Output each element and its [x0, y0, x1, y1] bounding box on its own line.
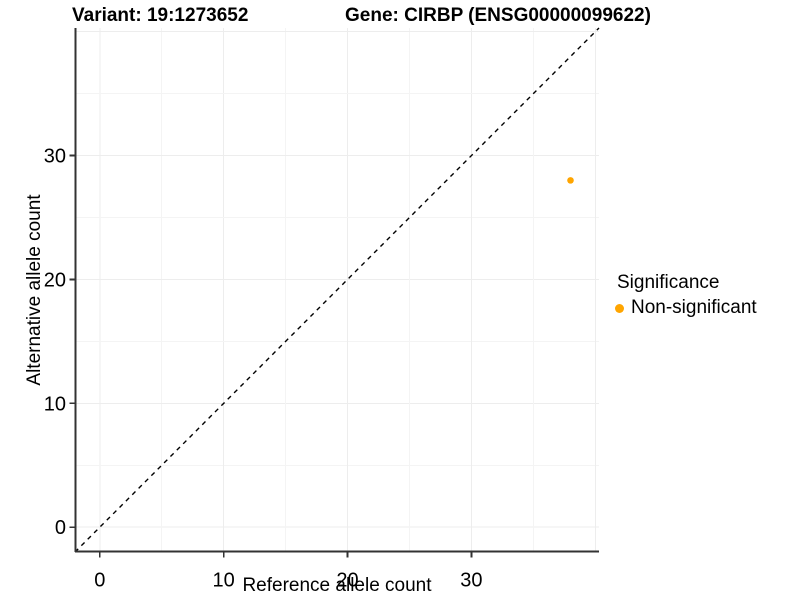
legend-title: Significance: [617, 272, 720, 293]
x-tick-label: 0: [94, 570, 105, 592]
legend-point-icon: [615, 303, 624, 313]
legend-item-label: Non-significant: [631, 297, 757, 318]
y-tick-label: 0: [55, 517, 66, 539]
y-axis-title: Alternative allele count: [24, 194, 45, 386]
x-tick-label: 30: [460, 570, 482, 592]
gene-title: Gene: CIRBP (ENSG00000099622): [345, 5, 651, 26]
legend-item: Non-significant: [613, 297, 757, 319]
legend: Significance Non-significant: [613, 272, 757, 319]
x-axis-title: Reference allele count: [242, 575, 432, 596]
data-point: [567, 177, 574, 184]
x-tick-label: 10: [213, 570, 235, 592]
plot-panel: 0 10 20 30 0 10 20 30: [44, 27, 600, 592]
variant-title: Variant: 19:1273652: [72, 5, 249, 26]
identity-line: [74, 27, 600, 553]
y-tick-label: 10: [44, 393, 66, 415]
y-tick-label: 20: [44, 269, 66, 291]
y-tick-label: 30: [44, 146, 66, 168]
x-tick-label: 20: [336, 570, 358, 592]
